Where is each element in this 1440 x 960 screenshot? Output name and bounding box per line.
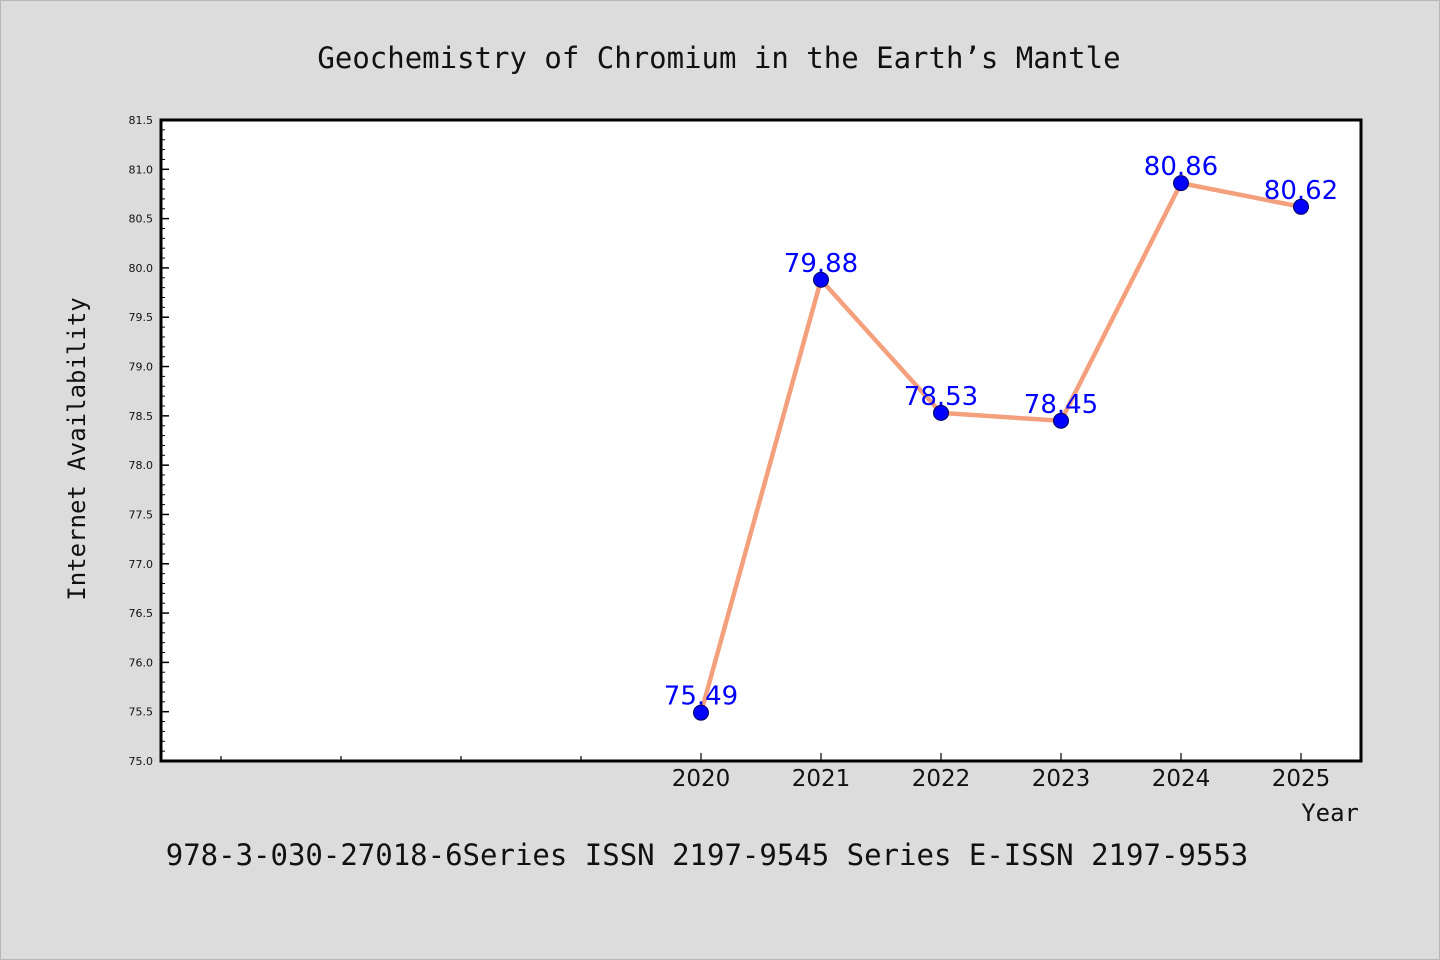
x-axis-label: Year (1301, 799, 1359, 827)
data-point (813, 271, 829, 288)
y-tick-label: 80.0 (129, 262, 154, 275)
y-tick-label: 75.0 (129, 755, 154, 768)
data-label: 79.88 (784, 249, 858, 279)
data-label: 78.53 (904, 382, 978, 412)
y-axis: 75.0 75.5 76.0 76.5 77.0 77.5 78.0 78.5 79.0 79.5… (129, 114, 169, 768)
y-axis-label: Internet Availability (63, 297, 91, 600)
y-tick-label: 79.5 (129, 311, 154, 324)
y-tick-label: 81.0 (129, 163, 154, 176)
data-label: 80.62 (1264, 176, 1338, 206)
y-tick-label: 78.0 (129, 459, 154, 472)
x-tick-label: 2022 (912, 766, 971, 792)
x-tick-label: 2023 (1032, 766, 1091, 792)
series-layer: 75.49 79.88 78.53 78.45 80.86 80.62 (664, 152, 1338, 721)
data-label: 75.49 (664, 682, 738, 712)
data-label: 78.45 (1024, 390, 1098, 420)
series-line (698, 180, 1304, 715)
y-tick-label: 81.5 (129, 114, 154, 127)
x-tick-label: 2024 (1152, 766, 1211, 792)
x-tick-label: 2021 (792, 766, 851, 792)
x-tick-label: 2025 (1272, 766, 1331, 792)
y-tick-label: 76.0 (129, 656, 154, 669)
data-label: 80.86 (1144, 152, 1218, 182)
data-point (693, 704, 709, 721)
x-axis: 2020 2021 2022 2023 2024 2025 (220, 753, 1331, 792)
data-point (1293, 198, 1309, 215)
data-point (933, 404, 949, 421)
y-tick-label: 78.5 (129, 410, 154, 423)
data-point (1053, 412, 1069, 429)
y-tick-label: 77.0 (129, 558, 154, 571)
chart-title: Geochemistry of Chromium in the Earth’s … (317, 41, 1120, 75)
x-tick-label: 2020 (672, 766, 731, 792)
footer-text: 978-3-030-27018-6Series ISSN 2197-9545 S… (166, 838, 1249, 872)
data-point (1173, 175, 1189, 192)
y-tick-label: 79.0 (129, 361, 154, 374)
plot-area (159, 118, 1363, 763)
y-tick-label: 77.5 (129, 508, 154, 521)
y-tick-label: 80.5 (129, 213, 154, 226)
y-tick-label: 75.5 (129, 706, 154, 719)
y-tick-label: 76.5 (129, 607, 154, 620)
